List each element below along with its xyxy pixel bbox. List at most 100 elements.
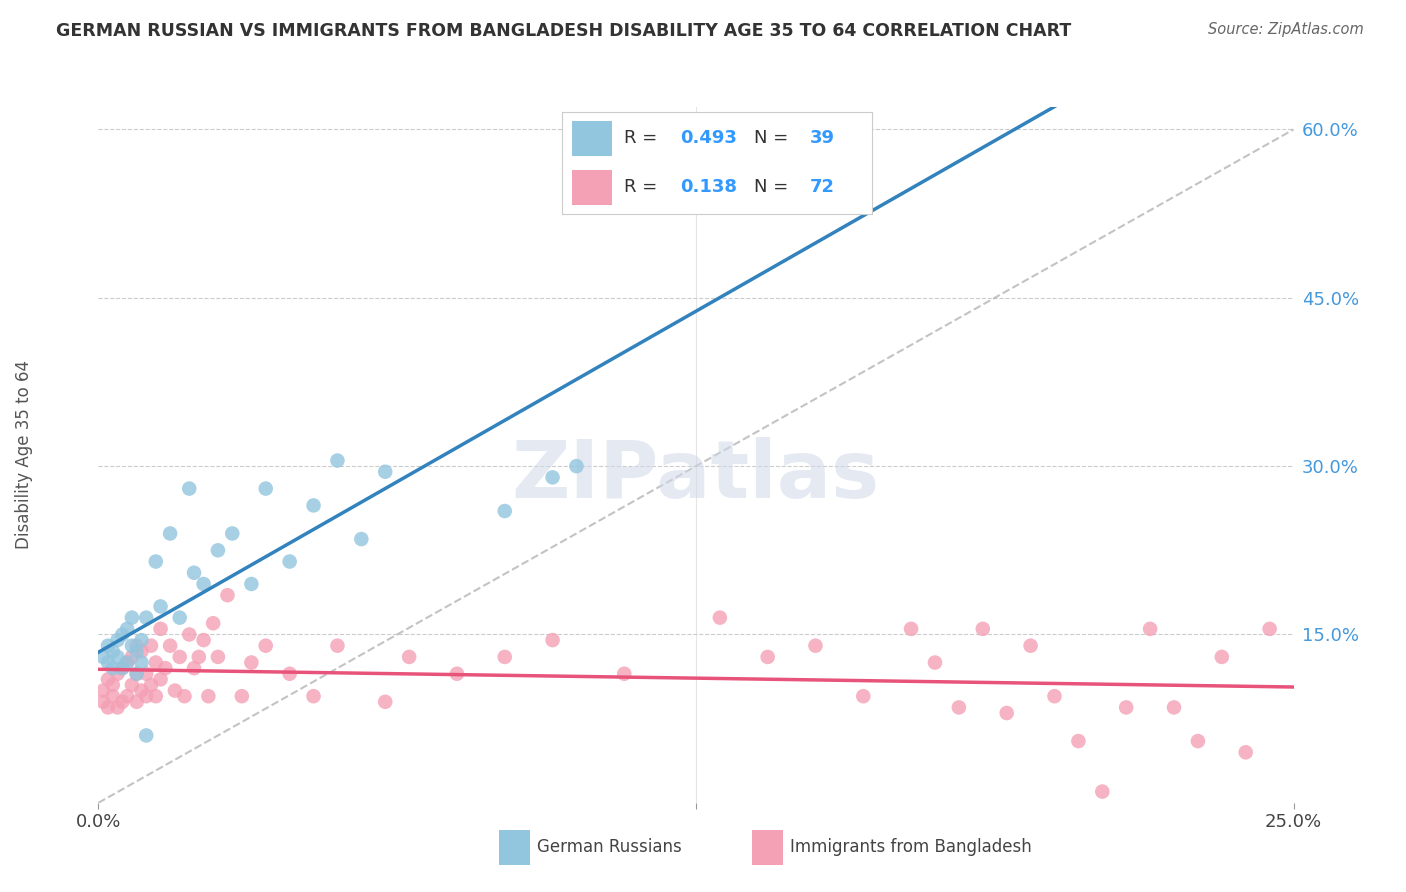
Point: [565, 459, 588, 474]
Point: [149, 599, 172, 614]
Point: [125, 639, 148, 653]
Point: [350, 532, 373, 546]
Point: [125, 695, 148, 709]
Point: [613, 666, 636, 681]
Point: [115, 622, 138, 636]
Point: [159, 639, 181, 653]
Point: [254, 639, 277, 653]
Point: [1115, 700, 1137, 714]
Point: [302, 499, 325, 513]
Text: 0.138: 0.138: [681, 178, 737, 196]
Point: [135, 610, 157, 624]
Point: [121, 678, 143, 692]
Point: [101, 689, 124, 703]
Point: [1163, 700, 1185, 714]
Point: [101, 678, 124, 692]
Point: [149, 673, 172, 687]
Point: [97, 700, 120, 714]
Point: [139, 639, 162, 653]
Point: [135, 689, 157, 703]
Text: Source: ZipAtlas.com: Source: ZipAtlas.com: [1208, 22, 1364, 37]
Point: [972, 622, 994, 636]
Point: [131, 683, 153, 698]
Point: [1091, 784, 1114, 798]
Point: [1258, 622, 1281, 636]
Text: Disability Age 35 to 64: Disability Age 35 to 64: [14, 360, 32, 549]
Point: [111, 627, 134, 641]
Point: [207, 543, 229, 558]
Point: [1019, 639, 1042, 653]
Point: [163, 683, 186, 698]
Point: [900, 622, 922, 636]
Point: [374, 465, 396, 479]
Text: 72: 72: [810, 178, 835, 196]
Point: [159, 526, 181, 541]
Point: [91, 695, 114, 709]
Point: [107, 649, 129, 664]
Point: [125, 666, 148, 681]
Point: [231, 689, 253, 703]
Point: [107, 633, 129, 648]
Point: [398, 649, 420, 664]
Text: R =: R =: [624, 129, 664, 147]
Point: [131, 656, 153, 670]
Point: [193, 633, 215, 648]
Point: [541, 633, 564, 648]
Point: [494, 504, 516, 518]
Point: [121, 610, 143, 624]
Point: [97, 673, 120, 687]
Point: [221, 526, 243, 541]
Point: [326, 639, 349, 653]
Point: [183, 661, 205, 675]
Point: [115, 689, 138, 703]
Point: [1043, 689, 1066, 703]
Point: [948, 700, 970, 714]
Point: [302, 689, 325, 703]
Text: Immigrants from Bangladesh: Immigrants from Bangladesh: [790, 838, 1032, 856]
Point: [446, 666, 468, 681]
Point: [1067, 734, 1090, 748]
FancyBboxPatch shape: [572, 170, 612, 205]
Point: [135, 666, 157, 681]
Point: [111, 695, 134, 709]
Point: [207, 649, 229, 664]
Point: [197, 689, 219, 703]
Point: [217, 588, 239, 602]
Point: [995, 706, 1018, 720]
Point: [145, 555, 167, 569]
Point: [278, 555, 301, 569]
Point: [121, 639, 143, 653]
Point: [494, 649, 516, 664]
Point: [1234, 745, 1257, 759]
Point: [125, 644, 148, 658]
Text: German Russians: German Russians: [537, 838, 682, 856]
Point: [541, 470, 564, 484]
Point: [149, 622, 172, 636]
Point: [193, 577, 215, 591]
Point: [202, 616, 225, 631]
Point: [179, 627, 201, 641]
Point: [131, 633, 153, 648]
Point: [179, 482, 201, 496]
Point: [924, 656, 946, 670]
Point: [125, 666, 148, 681]
Point: [111, 661, 134, 675]
Point: [326, 453, 349, 467]
Text: R =: R =: [624, 178, 664, 196]
Point: [240, 656, 263, 670]
Point: [107, 666, 129, 681]
Point: [115, 656, 138, 670]
Point: [107, 700, 129, 714]
Point: [169, 649, 191, 664]
Point: [97, 656, 120, 670]
Point: [135, 729, 157, 743]
Point: [756, 649, 779, 664]
Point: [155, 661, 177, 675]
Point: [111, 661, 134, 675]
Point: [101, 644, 124, 658]
Point: [709, 610, 731, 624]
Text: GERMAN RUSSIAN VS IMMIGRANTS FROM BANGLADESH DISABILITY AGE 35 TO 64 CORRELATION: GERMAN RUSSIAN VS IMMIGRANTS FROM BANGLA…: [56, 22, 1071, 40]
Text: N =: N =: [754, 178, 794, 196]
Point: [1211, 649, 1233, 664]
Point: [91, 683, 114, 698]
